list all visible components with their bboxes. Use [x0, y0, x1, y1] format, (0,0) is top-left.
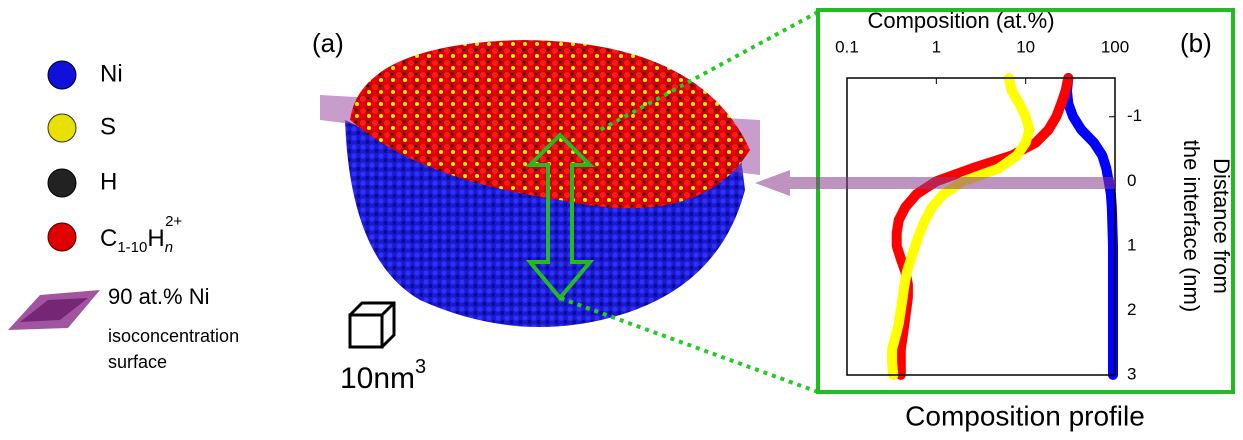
y-tick-label: 0 [1127, 171, 1136, 190]
scale-cube [350, 303, 394, 347]
subscript: 1-10 [117, 239, 147, 256]
legend-marker [48, 61, 76, 89]
panel-label: (a) [312, 28, 344, 58]
legend-marker [48, 114, 76, 142]
panel-caption: Composition profile [905, 400, 1145, 431]
legend-label: H [100, 168, 117, 195]
text: H [147, 225, 164, 252]
series-line [892, 78, 1029, 375]
legend-label: S [100, 113, 116, 140]
figure: Ni S H C1-10Hn2+ 90 at.% Ni isoconcentra… [0, 0, 1243, 440]
chart: Composition (at.%) 0.1 1 10 100 -1 0 1 2 3 Distanc… [835, 8, 1234, 384]
series-line [1067, 78, 1113, 375]
y-tick-label: -1 [1127, 106, 1142, 125]
superscript: 3 [415, 356, 426, 378]
legend: Ni S H C1-10Hn2+ 90 at.% Ni isoconcentra… [8, 60, 239, 371]
x-tick-label: 1 [932, 37, 941, 56]
y-axis-label: Distance from [1209, 158, 1234, 294]
x-tick-label: 100 [1101, 37, 1129, 56]
scale-label: 10nm3 [340, 356, 426, 395]
panel-label: (b) [1180, 28, 1212, 58]
superscript: 2+ [165, 213, 182, 230]
x-tick-label: 0.1 [835, 37, 859, 56]
interface-arrow [755, 170, 1115, 196]
text: C [100, 225, 117, 252]
panel-frame [818, 10, 1233, 392]
legend-marker [48, 169, 76, 197]
y-axis-label: the interface (nm) [1179, 140, 1204, 312]
legend-label: C1-10Hn 2+ [100, 213, 182, 256]
chart-title: Composition (at.%) [867, 8, 1054, 33]
zoom-line [560, 298, 818, 392]
y-tick-label: 1 [1127, 235, 1136, 254]
legend-label: 90 at.% Ni [108, 284, 210, 309]
legend-label: isoconcentration [108, 326, 239, 346]
legend-marker [48, 223, 76, 251]
y-tick-label: 2 [1127, 300, 1136, 319]
text: 10nm [340, 362, 415, 395]
y-tick-label: 3 [1127, 364, 1136, 383]
x-tick-label: 10 [1016, 37, 1035, 56]
reconstruction: 10nm3 (a) [312, 12, 818, 395]
legend-label: Ni [100, 60, 123, 87]
subscript: n [165, 239, 173, 256]
legend-label: surface [108, 352, 167, 372]
